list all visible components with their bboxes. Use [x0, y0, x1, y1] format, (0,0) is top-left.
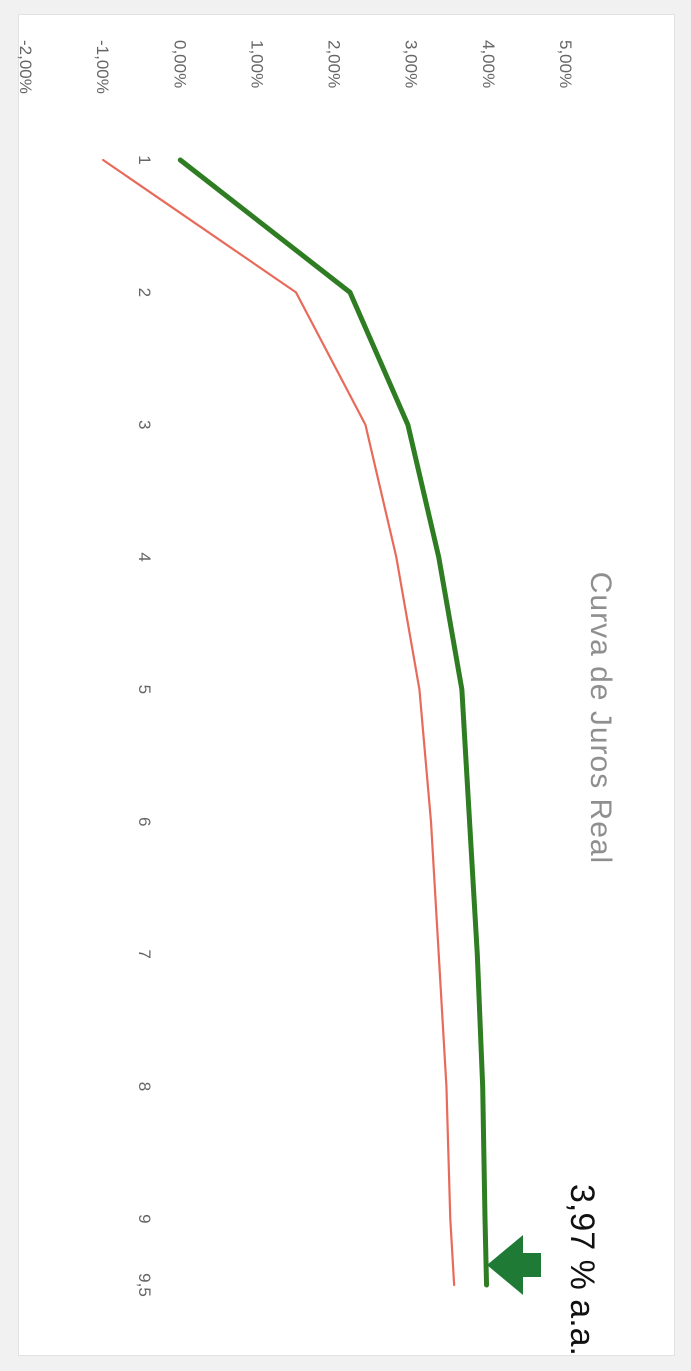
x-tick-label: 7	[135, 949, 154, 958]
series-group	[102, 157, 490, 1288]
y-axis-ticks: 5,00% 4,00% 3,00% 2,00% 1,00% 0,00% -1,00% -2,0…	[16, 40, 575, 94]
arrow-icon	[487, 1235, 541, 1295]
y-tick-label: 4,00%	[479, 40, 498, 88]
x-tick-label: 8	[135, 1082, 154, 1091]
series-line-1	[177, 157, 490, 1288]
x-tick-label: 6	[135, 817, 154, 826]
x-tick-label: 4	[135, 552, 154, 561]
yield-annotation: 3,97 % a.a.	[563, 1184, 601, 1356]
x-tick-label: 9	[135, 1214, 154, 1223]
y-tick-label: -2,00%	[16, 40, 35, 94]
x-axis-ticks: 1 2 3 4 5 6 7 8 9 9,5	[135, 155, 154, 1297]
series-line-2	[102, 158, 456, 1287]
x-tick-label: 5	[135, 685, 154, 694]
y-tick-label: 0,00%	[170, 40, 189, 88]
x-tick-label: 3	[135, 420, 154, 429]
down-arrow-shape	[487, 1235, 541, 1295]
y-tick-label: -1,00%	[93, 40, 112, 94]
x-tick-label: 2	[135, 288, 154, 297]
y-tick-label: 2,00%	[325, 40, 344, 88]
x-tick-label: 1	[135, 155, 154, 164]
chart-paper	[18, 14, 675, 1356]
y-tick-label: 3,00%	[402, 40, 421, 88]
y-tick-label: 5,00%	[556, 40, 575, 88]
x-tick-label: 9,5	[135, 1273, 154, 1297]
chart-title: Curva de Juros Real	[584, 572, 617, 864]
y-tick-label: 1,00%	[247, 40, 266, 88]
